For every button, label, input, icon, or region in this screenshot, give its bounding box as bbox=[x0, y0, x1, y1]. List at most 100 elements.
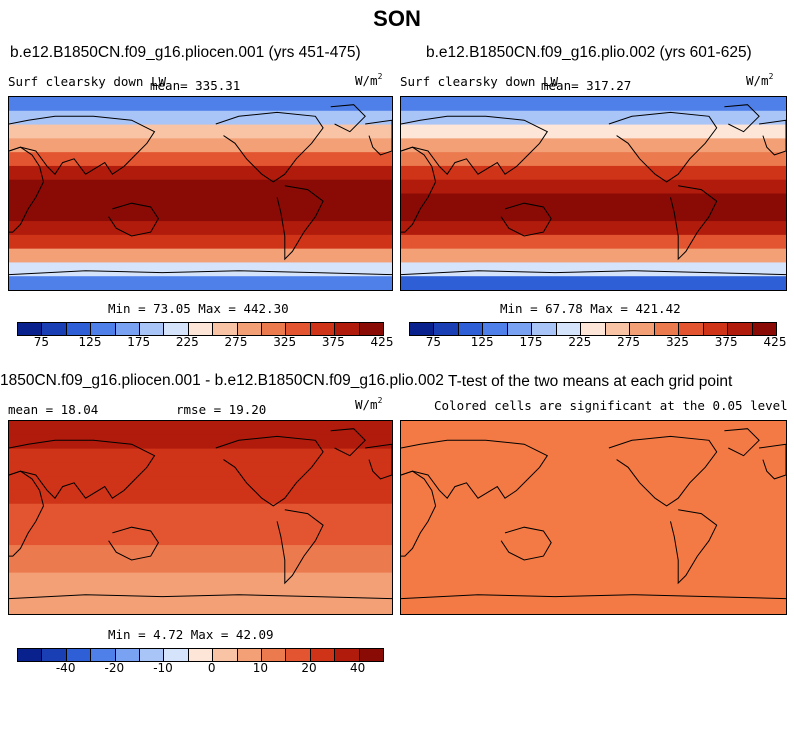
heatmap-band bbox=[9, 600, 392, 614]
colorbar-ticks-top-left: 75 125 175 225 275 325 375 425 bbox=[17, 335, 394, 349]
heatmap-band bbox=[9, 476, 392, 491]
colorbar-swatch bbox=[654, 323, 680, 335]
mean-label-top-left: mean= 335.31 bbox=[150, 78, 241, 93]
heatmap-band bbox=[9, 572, 392, 588]
colorbar-top-left bbox=[17, 322, 384, 336]
heatmap-band bbox=[9, 545, 392, 560]
colorbar-swatch bbox=[335, 323, 360, 335]
units-label-top-left: W/m2 bbox=[355, 72, 383, 88]
heatmap-band bbox=[9, 221, 392, 236]
units-label-top-right: W/m2 bbox=[746, 72, 774, 88]
coastline bbox=[759, 119, 786, 156]
colorbar-tick-label: 275 bbox=[617, 335, 641, 349]
colorbar-top-right bbox=[409, 322, 777, 336]
colorbar-swatch bbox=[728, 323, 753, 335]
colorbar-tick-label: 375 bbox=[321, 335, 345, 349]
coastline bbox=[401, 594, 786, 600]
colorbar-swatch bbox=[188, 649, 214, 661]
heatmap-band bbox=[401, 124, 786, 139]
heatmap-band bbox=[9, 179, 392, 195]
colorbar-tick-label: 10 bbox=[252, 661, 268, 675]
colorbar-tick-label: 425 bbox=[370, 335, 394, 349]
colorbar-swatch bbox=[458, 323, 484, 335]
coastline bbox=[401, 439, 549, 499]
coastline bbox=[608, 111, 718, 183]
map-panel-bottom-right bbox=[400, 420, 787, 615]
coastline bbox=[724, 428, 760, 457]
coastline bbox=[215, 435, 324, 507]
colorbar-tick-label: 325 bbox=[665, 335, 689, 349]
coastline bbox=[108, 526, 159, 561]
coastline bbox=[670, 509, 718, 585]
colorbar-swatch bbox=[262, 323, 287, 335]
colorbar-swatch bbox=[213, 649, 238, 661]
panel-title-top-left: b.e12.B1850CN.f09_g16.pliocen.001 (yrs 4… bbox=[10, 44, 361, 61]
colorbar-swatch bbox=[532, 323, 557, 335]
colorbar-swatch bbox=[91, 323, 116, 335]
coastline bbox=[401, 470, 437, 557]
colorbar-tick-label: 75 bbox=[425, 335, 442, 349]
heatmap-band bbox=[9, 110, 392, 126]
coastline bbox=[276, 185, 324, 261]
heatmap-band bbox=[9, 262, 392, 277]
coastline bbox=[9, 115, 156, 175]
heatmap-band bbox=[9, 138, 392, 153]
heatmap-band bbox=[9, 97, 392, 112]
panel-title-bottom-right: T-test of the two means at each grid poi… bbox=[448, 373, 733, 390]
heatmap-band bbox=[401, 97, 786, 112]
coastline bbox=[401, 146, 437, 233]
colorbar-tick-label: 225 bbox=[175, 335, 199, 349]
colorbar-tick-label: 75 bbox=[33, 335, 49, 349]
units-label-bottom-left: W/m2 bbox=[355, 396, 383, 412]
colorbar-swatch bbox=[507, 323, 533, 335]
colorbar-swatch bbox=[434, 323, 459, 335]
heatmap-band bbox=[9, 517, 392, 532]
coastline bbox=[9, 439, 156, 499]
colorbar-swatch bbox=[164, 649, 189, 661]
colorbar-tick-label: 375 bbox=[714, 335, 738, 349]
coastline bbox=[401, 115, 549, 175]
variable-label-top-left: Surf clearsky down LW bbox=[8, 74, 167, 89]
colorbar-swatch bbox=[630, 323, 655, 335]
season-title: SON bbox=[373, 6, 421, 31]
colorbar-swatch bbox=[410, 323, 435, 335]
colorbar-swatch bbox=[91, 649, 116, 661]
colorbar-tick-label: 20 bbox=[301, 661, 317, 675]
heatmap-band bbox=[9, 503, 392, 519]
colorbar-tick-label: 175 bbox=[519, 335, 543, 349]
colorbar-swatch bbox=[115, 649, 141, 661]
colorbar-tick-label: 225 bbox=[568, 335, 592, 349]
colorbar-swatch bbox=[115, 323, 141, 335]
heatmap-band bbox=[9, 448, 392, 463]
heatmap-band bbox=[9, 558, 392, 574]
minmax-label-top-left: Min = 73.05 Max = 442.30 bbox=[108, 301, 289, 316]
colorbar-swatch bbox=[359, 649, 384, 661]
colorbar-swatch bbox=[188, 323, 214, 335]
colorbar-swatch bbox=[679, 323, 704, 335]
colorbar-swatch bbox=[286, 649, 311, 661]
coastline bbox=[9, 146, 45, 233]
coastline bbox=[365, 443, 392, 480]
heatmap-band bbox=[9, 165, 392, 181]
colorbar-swatch bbox=[581, 323, 606, 335]
colorbar-swatch bbox=[605, 323, 631, 335]
heatmap-band bbox=[401, 179, 786, 195]
colorbar-swatch bbox=[66, 649, 92, 661]
colorbar-tick-label: 40 bbox=[350, 661, 366, 675]
heatmap-band bbox=[9, 193, 392, 208]
colorbar-swatch bbox=[237, 649, 263, 661]
colorbar-swatch bbox=[140, 323, 165, 335]
heatmap-band bbox=[401, 262, 786, 277]
colorbar-swatch bbox=[752, 323, 777, 335]
coastline bbox=[759, 443, 786, 480]
significance-note: Colored cells are significant at the 0.0… bbox=[434, 398, 788, 413]
coastline bbox=[365, 119, 392, 156]
coastline bbox=[670, 185, 718, 261]
heatmap-band bbox=[9, 276, 392, 290]
heatmap-band bbox=[9, 489, 392, 505]
panel-title-bottom-left: 1850CN.f09_g16.pliocen.001 - b.e12.B1850… bbox=[0, 372, 444, 389]
heatmap-band bbox=[401, 193, 786, 208]
colorbar-tick-label: -40 bbox=[55, 661, 76, 675]
heatmap-band bbox=[9, 248, 392, 264]
coastline bbox=[9, 594, 392, 600]
